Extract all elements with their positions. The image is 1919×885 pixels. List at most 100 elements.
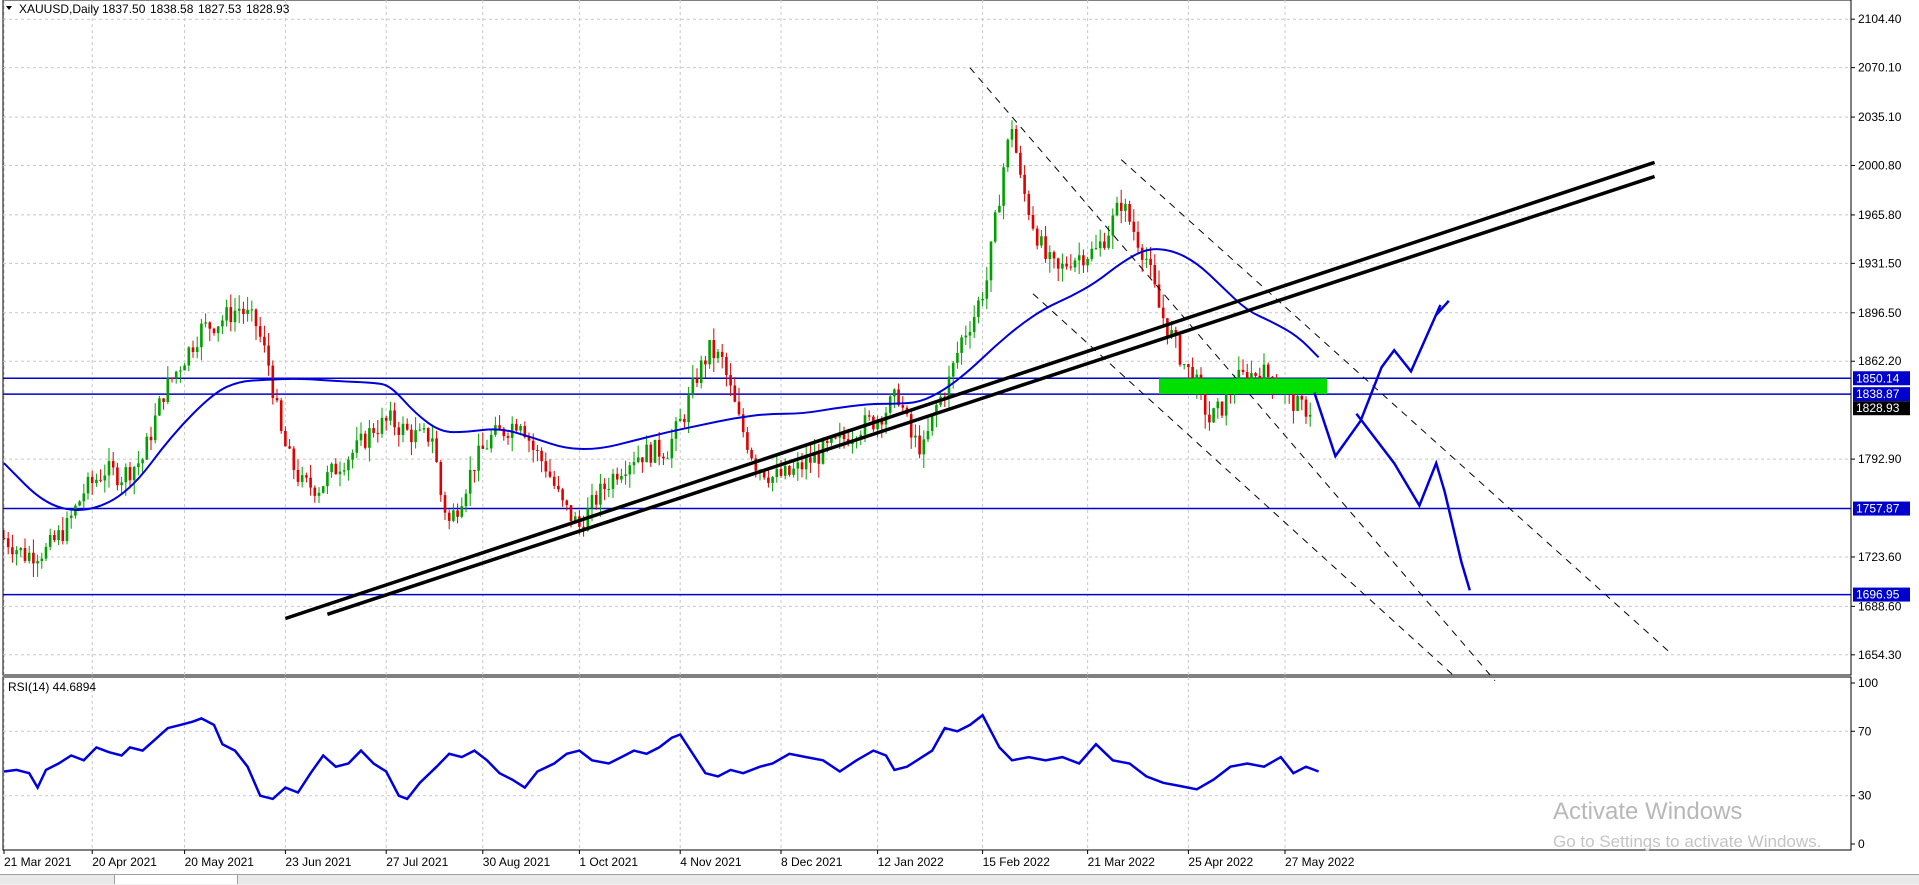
chart-tab[interactable] [0, 875, 115, 884]
candle-body [594, 495, 598, 505]
candle-body [397, 427, 401, 435]
horizontal-levels [3, 377, 1851, 596]
candle-body [901, 405, 905, 408]
level-price-box [1853, 387, 1910, 402]
candle-body [263, 336, 266, 346]
candle-body [1107, 235, 1110, 248]
chart-tab-active[interactable] [115, 875, 238, 884]
candle-body [695, 377, 699, 383]
candle-body [330, 463, 333, 473]
price-panel[interactable]: 2104.40 2070.10 2035.10 2000.80 1965.80 1931.… [2, 0, 1910, 681]
candle-body [250, 309, 254, 311]
candle-body [611, 473, 615, 489]
trend-lines[interactable] [284, 160, 1656, 621]
time-tick-label: 23 Jun 2021 [285, 855, 351, 869]
candle-body [897, 389, 900, 406]
candle-body [1069, 266, 1073, 268]
candle-body [44, 546, 48, 559]
candle-body [229, 307, 233, 323]
candle-body [788, 465, 791, 475]
candle-body [729, 374, 732, 386]
candle-body [708, 340, 711, 365]
candle-body [95, 479, 98, 484]
candle-body [712, 340, 716, 359]
candle-body [237, 308, 241, 311]
candle-body [830, 437, 833, 443]
channel-line[interactable] [1032, 293, 1454, 676]
candle-body [242, 308, 245, 314]
candle-body [699, 360, 703, 383]
candle-body [1153, 265, 1157, 285]
chart-tabs-bar [0, 874, 1919, 885]
candle-body [1136, 231, 1140, 248]
candle-body [691, 377, 695, 396]
activate-windows-subtitle: Go to Settings to activate Windows. [1553, 832, 1822, 851]
candle-body [212, 328, 216, 334]
candle-body [90, 476, 94, 484]
candle-body [1115, 202, 1119, 216]
candle-body [968, 331, 972, 336]
candle-body [590, 495, 594, 509]
candle-body [296, 469, 300, 482]
price-tick-label: 1965.80 [1858, 208, 1902, 222]
candle-body [1296, 395, 1299, 411]
candle-body [880, 419, 884, 425]
time-tick-label: 27 May 2022 [1285, 855, 1355, 869]
candle-body [443, 495, 447, 513]
rsi-panel[interactable]: 100 70 30 0 RSI(14) 44.6894 [2, 676, 1878, 851]
candle-body [405, 423, 409, 430]
ohlc-close: 1828.93 [246, 2, 290, 16]
candle-body [561, 489, 564, 501]
candle-body [1098, 241, 1102, 249]
candle-body [11, 547, 14, 555]
candle-body [1262, 364, 1266, 383]
candle-body [653, 439, 657, 463]
candle-body [817, 452, 821, 464]
candle-body [19, 548, 23, 551]
candle-body [649, 444, 653, 463]
candle-body [515, 423, 518, 431]
price-tick-label: 1792.90 [1858, 452, 1902, 466]
collapse-triangle-icon[interactable] [6, 6, 12, 10]
channel-line[interactable] [969, 67, 1496, 681]
candle-body [838, 434, 842, 438]
candle-body [746, 432, 749, 450]
candle-body [149, 436, 153, 441]
candle-body [1040, 236, 1043, 246]
projection-path-down [1355, 413, 1471, 591]
candle-body [1052, 252, 1056, 259]
candle-body [456, 510, 459, 517]
candle-body [1132, 221, 1136, 232]
candle-body [426, 428, 430, 442]
candle-body [187, 347, 191, 366]
candle-body [796, 462, 800, 469]
candle-body [960, 337, 963, 353]
candle-body [909, 414, 913, 438]
candle-body [342, 470, 346, 472]
projection-path-up [1313, 299, 1450, 459]
candle-body [1027, 193, 1031, 215]
chart-tab[interactable] [238, 875, 1919, 884]
candle-body [275, 397, 279, 401]
candle-body [1224, 392, 1228, 416]
channel-lines[interactable] [969, 67, 1672, 681]
candle-body [989, 241, 993, 281]
candle-body [200, 323, 203, 348]
candle-body [935, 404, 938, 416]
candle-body [523, 426, 527, 438]
time-tick-label: 21 Mar 2021 [4, 855, 72, 869]
candle-body [1145, 258, 1148, 260]
trend-line[interactable] [326, 174, 1656, 616]
candle-body [914, 435, 917, 438]
time-tick-label: 8 Dec 2021 [781, 855, 843, 869]
symbol-timeframe: XAUUSD,Daily [19, 2, 99, 16]
trend-line[interactable] [284, 160, 1656, 621]
candle-body [1203, 388, 1207, 415]
candle-body [6, 538, 10, 548]
candle-body [1031, 214, 1035, 229]
channel-line[interactable] [1120, 159, 1672, 655]
candle-body [1103, 241, 1106, 248]
candle-body [662, 456, 665, 459]
